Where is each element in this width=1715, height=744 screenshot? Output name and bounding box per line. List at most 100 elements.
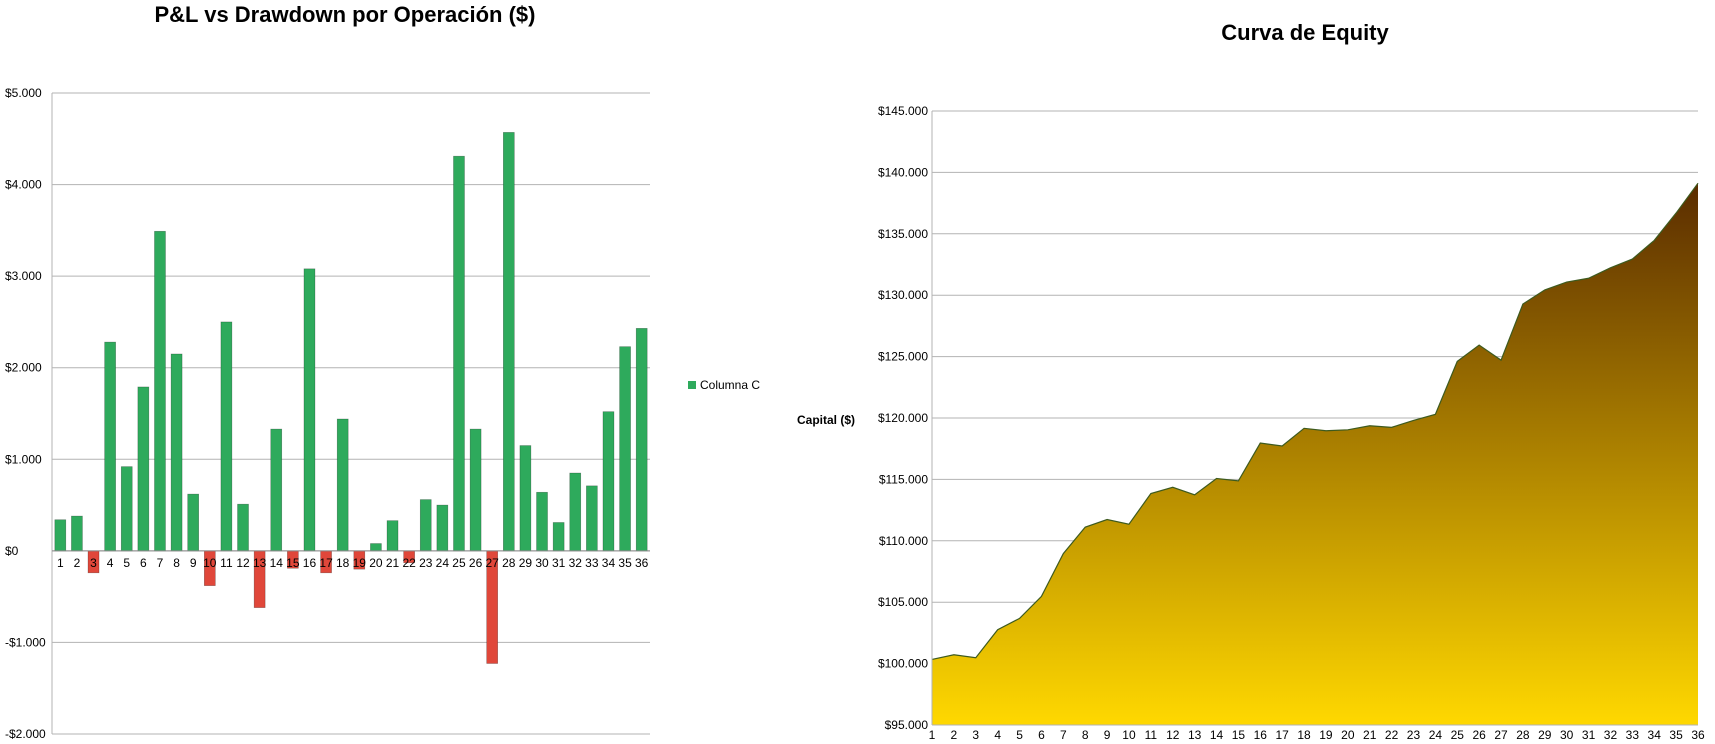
pnl-bar	[419, 499, 432, 552]
equity-y-tick-label: $105.000	[878, 595, 928, 609]
pnl-x-tick-label: 12	[236, 556, 250, 570]
pnl-y-tick-label: $1.000	[5, 452, 42, 466]
pnl-bar	[519, 445, 532, 552]
pnl-bar	[436, 504, 449, 552]
pnl-bar	[170, 353, 183, 552]
legend-label: Columna C	[700, 378, 761, 392]
pnl-x-tick-label: 33	[585, 556, 599, 570]
equity-y-tick-label: $130.000	[878, 288, 928, 302]
pnl-bar	[137, 386, 150, 552]
pnl-x-tick-label: 1	[57, 556, 64, 570]
pnl-y-tick-label: $0	[5, 544, 19, 558]
pnl-bar	[71, 515, 83, 552]
pnl-bar	[453, 155, 465, 552]
pnl-x-tick-label: 25	[452, 556, 466, 570]
equity-x-tick-label: 31	[1582, 728, 1596, 742]
pnl-x-tick-label: 3	[90, 556, 97, 570]
pnl-bar	[187, 493, 199, 552]
equity-curve-chart: Curva de Equity Capital ($) $95.000 $100.…	[780, 0, 1715, 744]
pnl-bar	[54, 519, 67, 552]
equity-x-tick-label: 5	[1016, 728, 1023, 742]
equity-x-tick-label: 10	[1122, 728, 1136, 742]
pnl-x-tick-label: 10	[203, 556, 217, 570]
equity-area	[932, 183, 1698, 725]
pnl-x-tick-label: 14	[270, 556, 284, 570]
pnl-y-tick-label: -$2.000	[5, 727, 46, 741]
pnl-x-tick-label: 28	[502, 556, 516, 570]
pnl-x-tick-label: 22	[402, 556, 416, 570]
equity-y-tick-label: $120.000	[878, 411, 928, 425]
equity-x-tick-label: 33	[1626, 728, 1640, 742]
pnl-bar	[104, 341, 116, 552]
pnl-bar	[154, 230, 166, 552]
equity-y-tick-label: $140.000	[878, 165, 928, 179]
equity-x-tick-label: 35	[1669, 728, 1683, 742]
legend-swatch	[688, 381, 696, 389]
pnl-x-tick-label: 29	[519, 556, 533, 570]
pnl-x-tick-label: 13	[253, 556, 267, 570]
pnl-x-tick-label: 6	[140, 556, 147, 570]
equity-x-tick-label: 36	[1691, 728, 1705, 742]
pnl-bar	[586, 485, 598, 552]
equity-x-tick-label: 24	[1429, 728, 1443, 742]
pnl-bar	[552, 522, 565, 552]
pnl-y-tick-label: $3.000	[5, 269, 42, 283]
equity-x-tick-label: 30	[1560, 728, 1574, 742]
pnl-x-tick-label: 36	[635, 556, 649, 570]
pnl-x-tick-label: 19	[353, 556, 367, 570]
equity-chart-title: Curva de Equity	[1221, 20, 1389, 45]
pnl-x-tick-label: 24	[436, 556, 450, 570]
pnl-bar	[386, 520, 399, 552]
equity-x-tick-label: 18	[1297, 728, 1311, 742]
pnl-bar	[569, 472, 582, 552]
pnl-x-tick-label: 26	[469, 556, 483, 570]
equity-x-tick-label: 3	[972, 728, 979, 742]
equity-y-tick-label: $95.000	[885, 718, 929, 732]
pnl-bar	[503, 132, 515, 552]
pnl-x-tick-label: 8	[173, 556, 180, 570]
pnl-y-tick-label: $2.000	[5, 361, 42, 375]
pnl-x-tick-label: 9	[190, 556, 197, 570]
equity-x-tick-label: 11	[1145, 728, 1158, 742]
equity-y-tick-label: $110.000	[879, 534, 928, 548]
pnl-x-tick-label: 2	[74, 556, 81, 570]
pnl-x-tick-label: 35	[618, 556, 632, 570]
pnl-x-tick-label: 4	[107, 556, 114, 570]
pnl-x-tick-label: 20	[369, 556, 383, 570]
pnl-x-tick-label: 34	[602, 556, 616, 570]
pnl-x-tick-label: 5	[123, 556, 130, 570]
pnl-bar	[270, 428, 283, 552]
equity-x-tick-label: 13	[1188, 728, 1202, 742]
pnl-x-tick-label: 16	[303, 556, 317, 570]
equity-y-tick-label: $145.000	[878, 104, 928, 118]
pnl-bar	[602, 411, 615, 552]
equity-y-tick-label: $115.000	[879, 472, 928, 486]
equity-x-tick-label: 26	[1472, 728, 1486, 742]
equity-x-tick-label: 27	[1494, 728, 1508, 742]
pnl-x-tick-label: 32	[569, 556, 583, 570]
pnl-y-tick-label: $4.000	[5, 178, 42, 192]
equity-line	[931, 182, 1699, 661]
equity-x-tick-label: 8	[1082, 728, 1089, 742]
equity-x-tick-label: 34	[1648, 728, 1662, 742]
pnl-x-tick-label: 18	[336, 556, 350, 570]
equity-x-tick-label: 16	[1254, 728, 1268, 742]
pnl-bar	[336, 418, 349, 552]
pnl-bar	[303, 268, 316, 552]
pnl-x-tick-label: 31	[552, 556, 566, 570]
pnl-bar	[635, 328, 648, 552]
equity-y-tick-label: $100.000	[878, 657, 928, 671]
equity-x-tick-label: 19	[1319, 728, 1333, 742]
pnl-bar	[220, 321, 233, 552]
pnl-x-tick-label: 11	[220, 556, 233, 570]
equity-x-tick-label: 28	[1516, 728, 1530, 742]
pnl-y-tick-label: -$1.000	[5, 635, 46, 649]
pnl-x-tick-label: 21	[386, 556, 400, 570]
equity-x-tick-label: 9	[1104, 728, 1111, 742]
pnl-x-tick-label: 17	[319, 556, 333, 570]
pnl-x-tick-label: 23	[419, 556, 433, 570]
pnl-bar	[237, 503, 249, 552]
equity-y-tick-label: $135.000	[878, 227, 928, 241]
pnl-bar	[120, 466, 133, 552]
equity-x-tick-label: 23	[1407, 728, 1421, 742]
